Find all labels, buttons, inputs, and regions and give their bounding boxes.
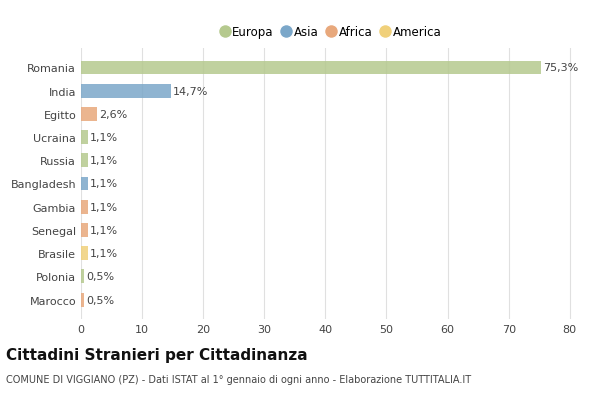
Text: 1,1%: 1,1% xyxy=(90,179,118,189)
Text: 1,1%: 1,1% xyxy=(90,133,118,143)
Bar xyxy=(81,177,88,191)
Text: 75,3%: 75,3% xyxy=(544,63,579,73)
Bar xyxy=(81,200,88,214)
Text: Cittadini Stranieri per Cittadinanza: Cittadini Stranieri per Cittadinanza xyxy=(6,347,308,362)
Text: 0,5%: 0,5% xyxy=(86,272,115,282)
Text: 14,7%: 14,7% xyxy=(173,86,209,97)
Bar xyxy=(81,108,97,121)
Text: COMUNE DI VIGGIANO (PZ) - Dati ISTAT al 1° gennaio di ogni anno - Elaborazione T: COMUNE DI VIGGIANO (PZ) - Dati ISTAT al … xyxy=(6,375,471,384)
Bar xyxy=(81,223,88,237)
Text: 1,1%: 1,1% xyxy=(90,225,118,235)
Bar xyxy=(81,61,541,75)
Text: 1,1%: 1,1% xyxy=(90,202,118,212)
Text: 0,5%: 0,5% xyxy=(86,295,115,305)
Text: 2,6%: 2,6% xyxy=(100,110,128,119)
Bar xyxy=(81,85,171,99)
Bar xyxy=(81,247,88,261)
Bar xyxy=(81,270,84,283)
Text: 1,1%: 1,1% xyxy=(90,249,118,258)
Bar xyxy=(81,131,88,145)
Legend: Europa, Asia, Africa, America: Europa, Asia, Africa, America xyxy=(218,22,445,43)
Text: 1,1%: 1,1% xyxy=(90,156,118,166)
Bar xyxy=(81,154,88,168)
Bar xyxy=(81,293,84,307)
